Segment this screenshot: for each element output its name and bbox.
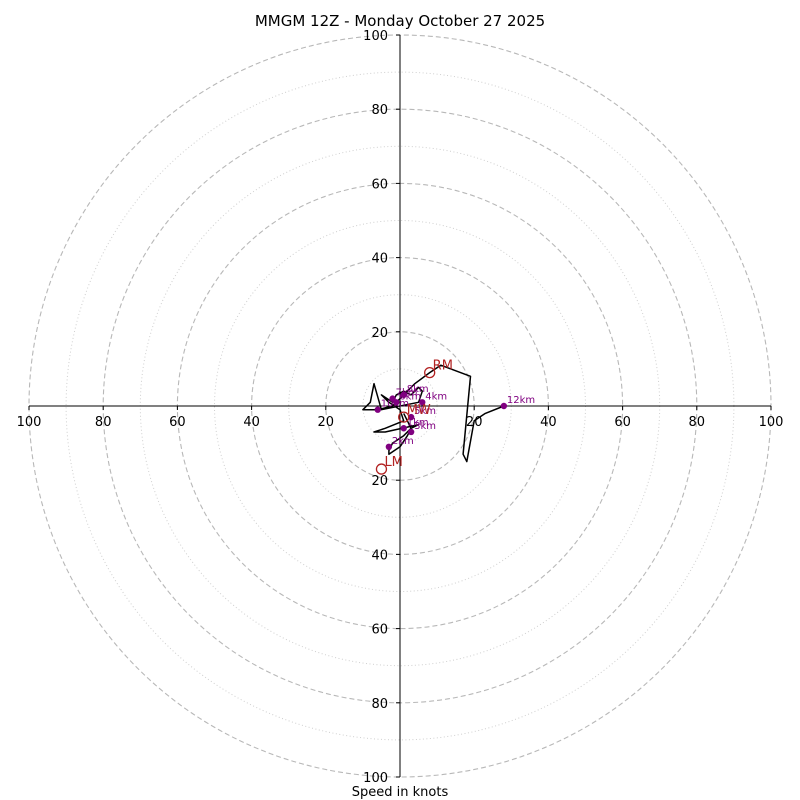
- height-marker-10km: [374, 406, 381, 413]
- motion-marker-MW: [398, 411, 410, 423]
- height-marker-8km: [400, 391, 407, 399]
- y-tick-label: 100: [363, 29, 388, 44]
- height-marker-1km: [400, 425, 407, 432]
- height-marker-4km: [419, 399, 426, 406]
- height-label-10km: 10km: [381, 399, 409, 410]
- x-tick-label: 80: [689, 415, 706, 430]
- hodograph-trace: [362, 364, 505, 463]
- height-label-7km: 7km: [396, 388, 418, 399]
- motion-marker-RM: [424, 366, 436, 379]
- height-label-3km: 3km: [414, 421, 436, 432]
- y-tick-label: 40: [371, 548, 388, 563]
- chart-title: MMGM 12Z - Monday October 27 2025: [255, 12, 545, 30]
- y-tick-label: 20: [371, 474, 388, 489]
- y-tick-label: 20: [371, 326, 388, 341]
- x-tick-label: 20: [318, 415, 335, 430]
- y-tick-label: 80: [371, 103, 388, 118]
- motion-label-RM: RM: [433, 359, 453, 374]
- height-marker-5km: [407, 413, 415, 421]
- x-tick-label: 100: [17, 415, 42, 430]
- motion-label-MW: MW: [407, 403, 431, 418]
- storm-motion-markers: RM LM MW: [375, 359, 453, 475]
- y-tick-label: 80: [371, 697, 388, 712]
- y-tick-label: 60: [371, 177, 388, 192]
- wind-trace-line: [362, 364, 505, 463]
- y-tick-label: 100: [363, 771, 388, 786]
- y-tick-label: 60: [371, 623, 388, 638]
- x-tick-label: 40: [243, 415, 260, 430]
- x-axis-label: Speed in knots: [352, 785, 449, 800]
- height-label-1km: 1km: [407, 417, 429, 428]
- height-marker-12km: [500, 402, 508, 410]
- x-tick-label: 60: [169, 415, 186, 430]
- height-label-6km: 6km: [399, 391, 421, 402]
- height-label-4km: 4km: [425, 391, 447, 402]
- height-label-2km: 2km: [392, 436, 414, 447]
- x-tick-label: 100: [759, 415, 784, 430]
- motion-marker-LM: [375, 463, 388, 475]
- height-marker-2km: [385, 443, 393, 451]
- motion-label-LM: LM: [384, 455, 402, 470]
- x-tick-label: 40: [540, 415, 557, 430]
- x-tick-label: 80: [95, 415, 112, 430]
- x-tick-label: 60: [614, 415, 631, 430]
- height-label-8km: 8km: [407, 384, 429, 395]
- y-tick-label: 40: [371, 252, 388, 267]
- height-marker-7km: [389, 395, 396, 402]
- height-label-5km: 5km: [414, 406, 436, 417]
- height-marker-3km: [407, 428, 415, 436]
- height-label-12km: 12km: [507, 395, 535, 406]
